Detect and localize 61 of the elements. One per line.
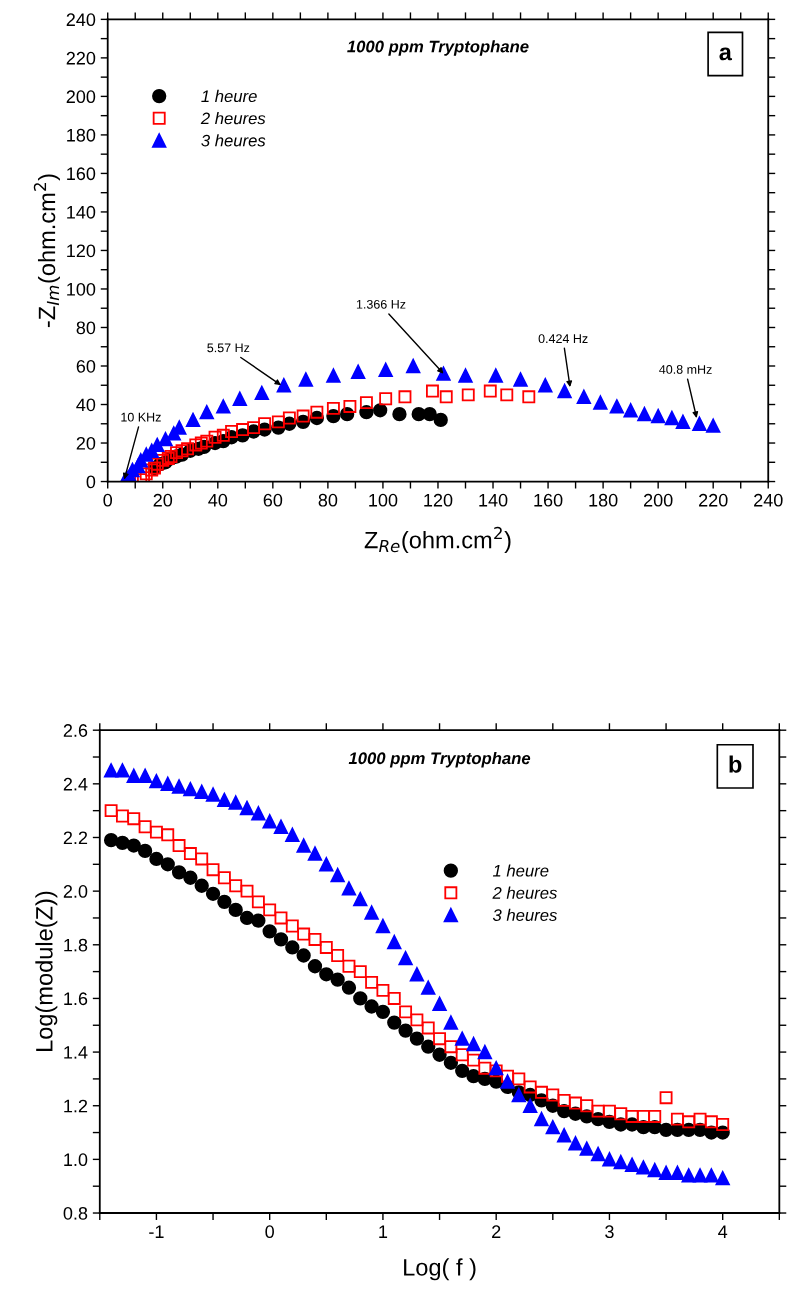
legend-label: 2 heures bbox=[200, 112, 266, 125]
y-tick-label: 40 bbox=[76, 398, 96, 412]
y-tick-label: 2.4 bbox=[63, 777, 88, 791]
legend-label: 1 heure bbox=[201, 89, 257, 103]
legend-label: 2 heures bbox=[492, 886, 558, 899]
y-tick-label: 1.4 bbox=[64, 1046, 88, 1059]
x-tick-label: 4 bbox=[718, 1225, 728, 1238]
y-tick-label: 100 bbox=[67, 282, 96, 296]
y-tick-label: 2.6 bbox=[63, 724, 88, 737]
y-tick-label: 60 bbox=[76, 359, 96, 373]
x-tick-label: 200 bbox=[644, 493, 673, 507]
y-tick-label: 1.2 bbox=[64, 1099, 88, 1113]
x-tick-label: 20 bbox=[153, 493, 173, 507]
annotation: a bbox=[719, 47, 733, 61]
annotation: b bbox=[729, 755, 742, 773]
x-tick-label: 60 bbox=[263, 493, 283, 507]
x-tick-label: 80 bbox=[318, 493, 338, 507]
y-axis-title: -Z$_{Im}$(ohm.cm$^{2}$) bbox=[33, 174, 60, 328]
y-tick-label: 120 bbox=[67, 244, 96, 258]
y-tick-label: 180 bbox=[67, 128, 96, 142]
y-tick-label: 140 bbox=[67, 205, 96, 219]
y-tick-label: 2.2 bbox=[63, 831, 88, 845]
x-tick-label: -1 bbox=[149, 1225, 164, 1238]
x-tick-label: 180 bbox=[589, 493, 618, 507]
x-tick-label: 1 bbox=[379, 1225, 388, 1238]
y-tick-label: 1.0 bbox=[64, 1153, 88, 1167]
y-tick-label: 220 bbox=[66, 51, 96, 65]
annotation: 1.366 Hz bbox=[356, 299, 406, 309]
x-tick-label: 0 bbox=[265, 1225, 274, 1239]
x-tick-label: 100 bbox=[369, 493, 398, 507]
x-tick-label: 160 bbox=[534, 493, 563, 507]
x-tick-label: 0 bbox=[103, 493, 113, 507]
y-tick-label: 160 bbox=[67, 167, 96, 181]
x-tick-label: 240 bbox=[754, 493, 783, 507]
x-tick-label: 3 bbox=[605, 1225, 614, 1239]
annotation: 0.424 Hz bbox=[538, 334, 588, 344]
y-tick-label: 0.8 bbox=[63, 1206, 88, 1220]
y-tick-label: 1.8 bbox=[64, 938, 88, 952]
annotation: 5.57 Hz bbox=[207, 343, 250, 353]
y-tick-label: 240 bbox=[66, 13, 96, 27]
legend-label: 3 heures bbox=[201, 134, 266, 147]
x-tick-label: 2 bbox=[492, 1225, 501, 1238]
x-axis-title: Z$_{Re}$(ohm.cm$^{2}$) bbox=[364, 526, 511, 554]
x-tick-label: 140 bbox=[479, 493, 508, 507]
legend-label: 3 heures bbox=[492, 908, 558, 922]
y-axis-title: Log(module(Z)) bbox=[35, 891, 58, 1052]
x-tick-label: 40 bbox=[208, 493, 228, 507]
y-tick-label: 0 bbox=[86, 475, 96, 489]
annotation: 40.8 mHz bbox=[659, 365, 712, 374]
y-tick-label: 2.0 bbox=[63, 885, 88, 898]
annotation: 10 KHz bbox=[121, 412, 161, 422]
y-tick-label: 200 bbox=[66, 90, 96, 104]
x-tick-label: 120 bbox=[424, 493, 453, 507]
x-tick-label: 220 bbox=[699, 493, 728, 507]
legend-label: 1 heure bbox=[492, 864, 549, 877]
y-tick-label: 20 bbox=[76, 436, 96, 450]
text: 1000 ppm Tryptophane bbox=[348, 751, 531, 768]
x-axis-title: Log( f ) bbox=[404, 1258, 476, 1281]
y-tick-label: 1.6 bbox=[64, 992, 88, 1006]
text: 1000 ppm Tryptophane bbox=[347, 40, 529, 56]
y-tick-label: 80 bbox=[76, 321, 96, 335]
